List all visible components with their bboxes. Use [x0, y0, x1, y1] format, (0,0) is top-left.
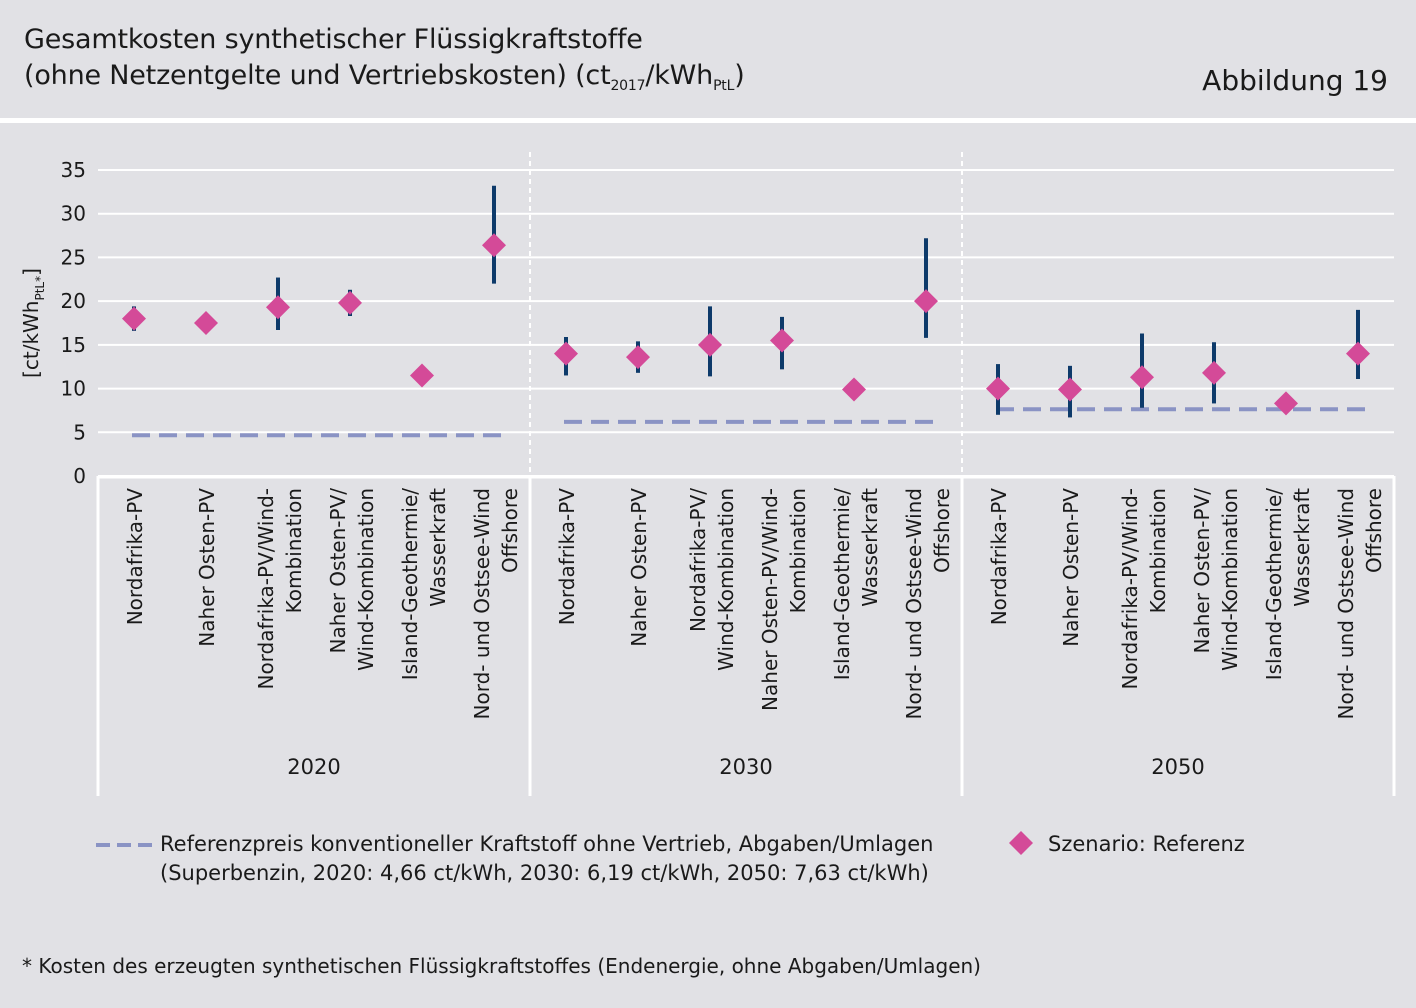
y-tick-label: 25 [61, 245, 86, 269]
y-tick-label: 5 [73, 420, 86, 444]
data-point-diamond [1058, 377, 1082, 402]
data-point-diamond [698, 332, 722, 357]
legend-scenario-swatch [1009, 831, 1033, 855]
data-point-diamond [1274, 391, 1298, 416]
category-label: Island-Geothermie/Wasserkraft [1262, 488, 1314, 681]
category-label: Nord- und Ostsee-Wind Offshore [902, 488, 954, 719]
category-label: Nordafrika-PV [555, 488, 579, 626]
data-point-diamond [338, 290, 362, 315]
group-year-label: 2030 [719, 755, 772, 779]
category-label: Nord- und Ostsee-Wind Offshore [470, 488, 522, 719]
data-point-diamond [842, 377, 866, 402]
category-label: Nordafrika-PV/Wind-Kombination [1118, 488, 1170, 690]
data-point-diamond [410, 363, 434, 388]
category-label: Nord- und Ostsee-Wind Offshore [1334, 488, 1386, 719]
legend-scenario: Szenario: Referenz [1048, 832, 1245, 856]
category-label: Naher Osten-PV [195, 488, 219, 647]
data-point-diamond [122, 306, 146, 331]
y-tick-label: 30 [61, 202, 86, 226]
category-label: Nordafrika-PV [123, 488, 147, 626]
data-point-diamond [986, 376, 1010, 401]
y-tick-label: 35 [61, 158, 86, 182]
data-point-diamond [482, 233, 506, 258]
category-label: Naher Osten-PV/Wind-Kombination [326, 488, 378, 671]
y-tick-label: 10 [61, 377, 86, 401]
category-label: Naher Osten-PV/Wind-Kombination [758, 488, 810, 711]
chart-title: Gesamtkosten synthetischer Flüssigkrafts… [24, 22, 745, 94]
header-divider [0, 118, 1416, 123]
data-point-diamond [1346, 341, 1370, 366]
y-tick-label: 0 [73, 464, 86, 488]
data-point-diamond [266, 295, 290, 320]
y-tick-label: 15 [61, 333, 86, 357]
data-point-diamond [1202, 360, 1226, 385]
category-label: Island-Geothermie/Wasserkraft [398, 488, 450, 681]
data-point-diamond [626, 345, 650, 370]
y-tick-label: 20 [61, 289, 86, 313]
data-point-diamond [554, 341, 578, 366]
y-axis-label: [ct/kWhPtL*] [19, 268, 47, 378]
data-point-diamond [1130, 365, 1154, 390]
category-label: Nordafrika-PV/Wind-Kombination [254, 488, 306, 690]
legend-reference: Referenzpreis konventioneller Kraftstoff… [160, 830, 933, 888]
footnote: * Kosten des erzeugten synthetischen Flü… [22, 954, 981, 978]
group-year-label: 2020 [287, 755, 340, 779]
category-label: Nordafrika-PV [987, 488, 1011, 626]
legend-reference-line1: Referenzpreis konventioneller Kraftstoff… [160, 832, 934, 856]
legend-reference-line2: (Superbenzin, 2020: 4,66 ct/kWh, 2030: 6… [160, 861, 929, 885]
category-label: Island-Geothermie/Wasserkraft [830, 488, 882, 681]
category-label: Naher Osten-PV [627, 488, 651, 647]
category-label: Nordafrika-PV/Wind-Kombination [686, 488, 738, 671]
data-point-diamond [914, 289, 938, 314]
figure-label: Abbildung 19 [1202, 64, 1388, 97]
group-year-label: 2050 [1151, 755, 1204, 779]
category-label: Naher Osten-PV/Wind-Kombination [1190, 488, 1242, 671]
chart-title-line1: Gesamtkosten synthetischer Flüssigkrafts… [24, 24, 643, 55]
category-label: Naher Osten-PV [1059, 488, 1083, 647]
data-point-diamond [194, 311, 218, 335]
data-point-diamond [770, 328, 794, 353]
chart-title-line2: (ohne Netzentgelte und Vertriebskosten) … [24, 60, 745, 94]
